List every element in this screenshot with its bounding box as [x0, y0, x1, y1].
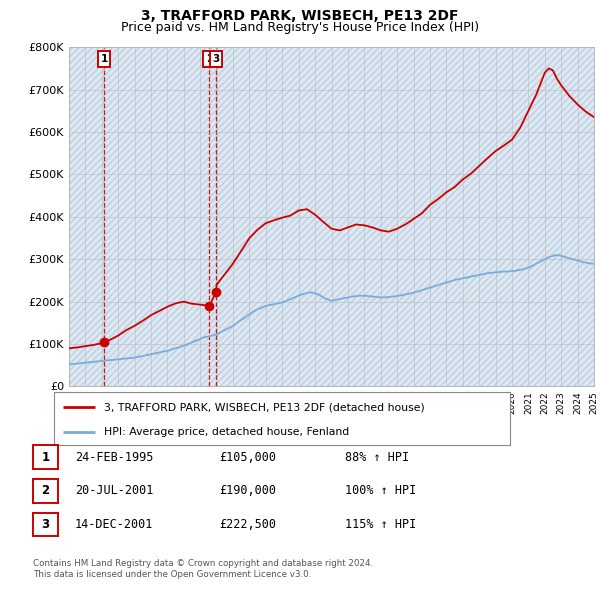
- Text: 14-DEC-2001: 14-DEC-2001: [75, 518, 154, 531]
- Text: 115% ↑ HPI: 115% ↑ HPI: [345, 518, 416, 531]
- Text: 100% ↑ HPI: 100% ↑ HPI: [345, 484, 416, 497]
- Text: 3, TRAFFORD PARK, WISBECH, PE13 2DF (detached house): 3, TRAFFORD PARK, WISBECH, PE13 2DF (det…: [104, 402, 425, 412]
- Text: 2: 2: [206, 54, 213, 64]
- Text: 2: 2: [41, 484, 50, 497]
- Text: 3, TRAFFORD PARK, WISBECH, PE13 2DF: 3, TRAFFORD PARK, WISBECH, PE13 2DF: [141, 9, 459, 23]
- Text: 3: 3: [212, 54, 220, 64]
- Text: Contains HM Land Registry data © Crown copyright and database right 2024.: Contains HM Land Registry data © Crown c…: [33, 559, 373, 568]
- Text: Price paid vs. HM Land Registry's House Price Index (HPI): Price paid vs. HM Land Registry's House …: [121, 21, 479, 34]
- Text: 24-FEB-1995: 24-FEB-1995: [75, 451, 154, 464]
- Text: This data is licensed under the Open Government Licence v3.0.: This data is licensed under the Open Gov…: [33, 571, 311, 579]
- Text: 20-JUL-2001: 20-JUL-2001: [75, 484, 154, 497]
- Text: 88% ↑ HPI: 88% ↑ HPI: [345, 451, 409, 464]
- Text: £190,000: £190,000: [219, 484, 276, 497]
- Text: £222,500: £222,500: [219, 518, 276, 531]
- Text: 3: 3: [41, 518, 50, 531]
- Text: HPI: Average price, detached house, Fenland: HPI: Average price, detached house, Fenl…: [104, 427, 349, 437]
- Text: 1: 1: [41, 451, 50, 464]
- Text: 1: 1: [100, 54, 107, 64]
- Text: £105,000: £105,000: [219, 451, 276, 464]
